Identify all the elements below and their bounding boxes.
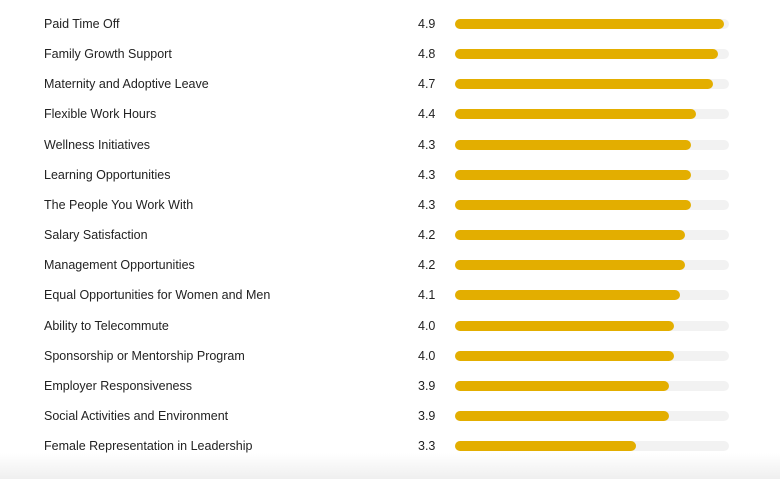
value-label: 4.3: [418, 197, 436, 212]
chart-row: Maternity and Adoptive Leave 4.7: [0, 69, 780, 99]
value-label: 4.4: [418, 107, 436, 122]
bar-track: [455, 260, 729, 271]
category-label: Social Activities and Environment: [44, 408, 229, 423]
bar-track: [455, 169, 729, 180]
value-label: 4.3: [418, 167, 436, 182]
bar: [455, 350, 675, 361]
bar: [455, 410, 669, 421]
bar: [455, 169, 691, 180]
bar-track: [455, 350, 729, 361]
bar-track: [455, 290, 729, 301]
chart-row: Female Representation in Leadership 3.3: [0, 431, 780, 461]
bar: [455, 199, 691, 210]
value-label: 3.3: [418, 439, 436, 454]
bar: [455, 109, 697, 120]
bar-track: [455, 380, 729, 391]
bar-track: [455, 199, 729, 210]
value-label: 4.2: [418, 258, 436, 273]
category-label: Equal Opportunities for Women and Men: [44, 288, 271, 303]
category-label: Salary Satisfaction: [44, 228, 148, 243]
bar: [455, 320, 675, 331]
chart-row: Management Opportunities 4.2: [0, 250, 780, 280]
chart-row: The People You Work With 4.3: [0, 190, 780, 220]
value-label: 4.7: [418, 77, 436, 92]
value-label: 3.9: [418, 408, 436, 423]
chart-row: Employer Responsiveness 3.9: [0, 371, 780, 401]
bar-track: [455, 441, 729, 452]
value-label: 4.9: [418, 17, 436, 31]
chart-row: Salary Satisfaction 4.2: [0, 220, 780, 250]
category-label: Sponsorship or Mentorship Program: [44, 348, 245, 363]
chart-row: Wellness Initiatives 4.3: [0, 130, 780, 160]
category-label: Maternity and Adoptive Leave: [44, 77, 209, 92]
category-label: Paid Time Off: [44, 17, 120, 31]
value-label: 4.2: [418, 228, 436, 243]
bar: [455, 19, 724, 29]
bar: [455, 79, 713, 90]
bar: [455, 441, 636, 452]
value-label: 4.3: [418, 137, 436, 152]
bar: [455, 260, 686, 271]
bar-track: [455, 230, 729, 241]
category-label: Learning Opportunities: [44, 167, 171, 182]
category-label: The People You Work With: [44, 197, 194, 212]
chart-row: Sponsorship or Mentorship Program 4.0: [0, 341, 780, 371]
bar: [455, 49, 719, 60]
chart-row: Flexible Work Hours 4.4: [0, 99, 780, 129]
bar-track: [455, 109, 729, 120]
bar: [455, 380, 669, 391]
chart-row: Family Growth Support 4.8: [0, 39, 780, 69]
category-label: Ability to Telecommute: [44, 318, 169, 333]
value-label: 4.0: [418, 318, 436, 333]
bar-track: [455, 19, 729, 29]
bar-track: [455, 410, 729, 421]
chart-row: Equal Opportunities for Women and Men 4.1: [0, 280, 780, 310]
chart-row: Paid Time Off 4.9: [0, 9, 780, 39]
chart-row: Learning Opportunities 4.3: [0, 160, 780, 190]
category-label: Management Opportunities: [44, 258, 195, 273]
bar-track: [455, 79, 729, 90]
value-label: 3.9: [418, 378, 436, 393]
category-label: Family Growth Support: [44, 47, 172, 62]
bar: [455, 230, 686, 241]
bar-track: [455, 320, 729, 331]
category-label: Wellness Initiatives: [44, 137, 151, 152]
chart-row: Ability to Telecommute 4.0: [0, 311, 780, 341]
bar: [455, 290, 680, 301]
bar-track: [455, 49, 729, 60]
value-label: 4.8: [418, 47, 436, 62]
value-label: 4.1: [418, 288, 436, 303]
bar: [455, 139, 691, 150]
bar-track: [455, 139, 729, 150]
category-label: Flexible Work Hours: [44, 107, 157, 122]
category-label: Female Representation in Leadership: [44, 439, 253, 454]
value-label: 4.0: [418, 348, 436, 363]
chart-row: Social Activities and Environment 3.9: [0, 401, 780, 431]
category-label: Employer Responsiveness: [44, 378, 192, 393]
